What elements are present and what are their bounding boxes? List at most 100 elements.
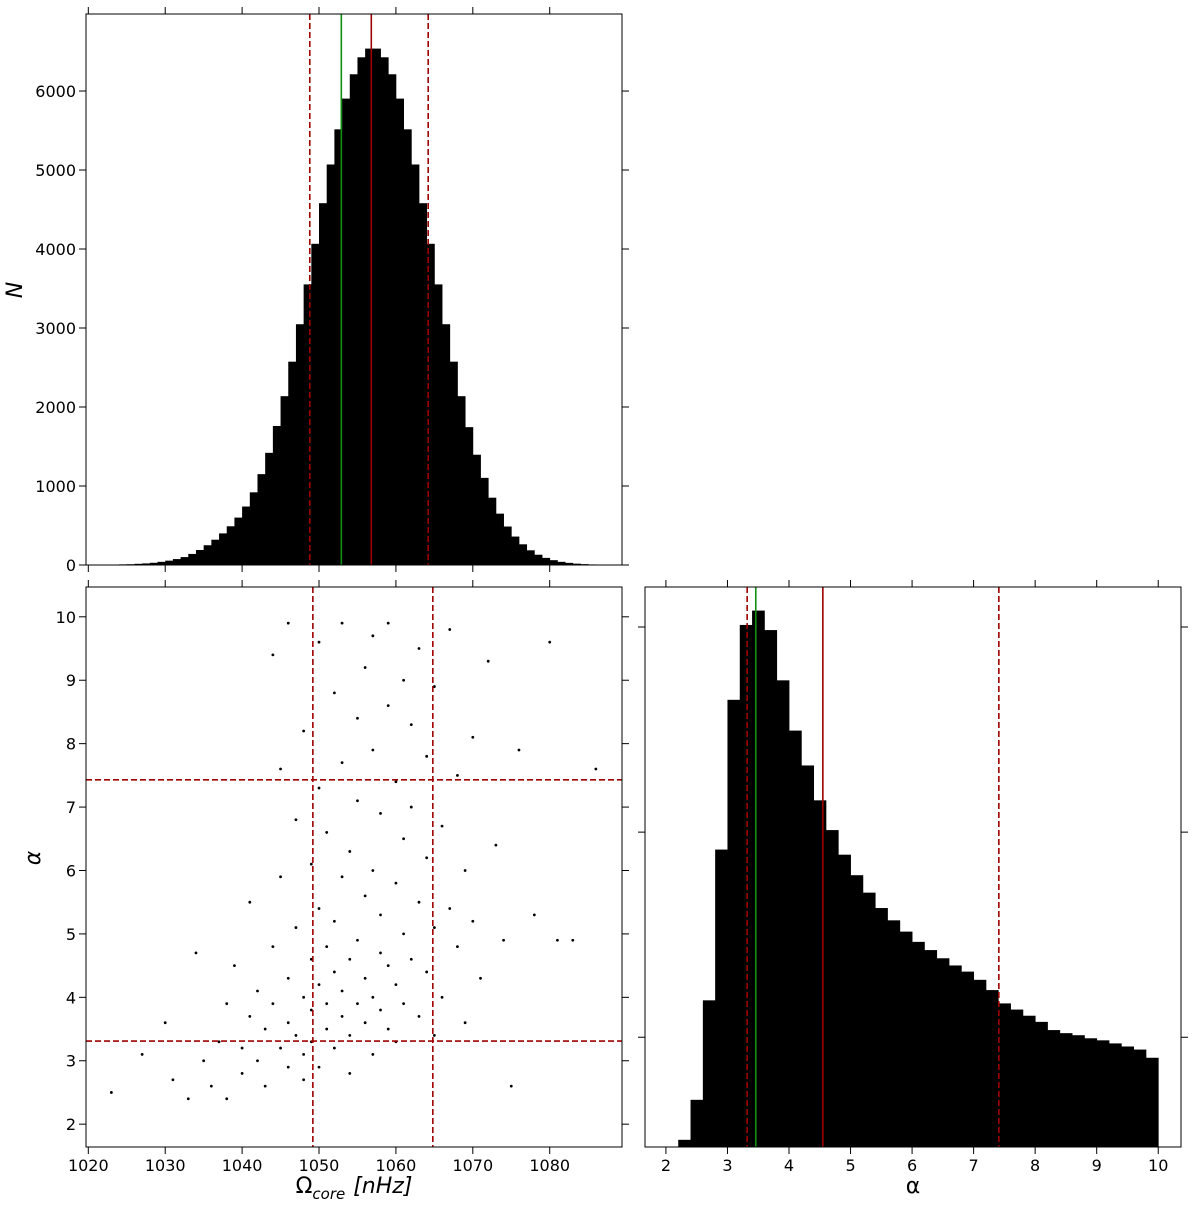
scatter-point [271, 1002, 274, 1005]
scatter-point [279, 875, 282, 878]
histogram-bar [373, 49, 381, 565]
histogram-bar [511, 537, 519, 565]
scatter-point [464, 869, 467, 872]
histogram-bar [227, 526, 235, 565]
x-tick-label: 3 [722, 1156, 732, 1175]
histogram-bar [838, 855, 851, 1147]
histogram-bar [764, 630, 777, 1147]
histogram-bar [887, 920, 900, 1147]
scatter-point [141, 1053, 144, 1056]
histogram-bar [851, 875, 864, 1147]
scatter-point [287, 622, 290, 625]
histogram-bar [504, 527, 512, 565]
x-tick-label: 7 [969, 1156, 979, 1175]
histogram-bar [1121, 1046, 1134, 1147]
scatter-point [187, 1097, 190, 1100]
scatter-point [518, 749, 521, 752]
scatter-point [225, 1097, 228, 1100]
scatter-point [494, 844, 497, 847]
y-tick-label: 3000 [35, 319, 76, 338]
histogram-bar [327, 164, 335, 565]
histogram-bar [678, 1140, 691, 1147]
scatter-point [379, 913, 382, 916]
histogram-bar [296, 324, 304, 565]
scatter-point [256, 990, 259, 993]
histogram-bar [1011, 1010, 1024, 1147]
x-label-symbol: Ω [296, 1174, 313, 1199]
histogram-bar [703, 1000, 716, 1147]
scatter-point [371, 869, 374, 872]
histogram-bar [961, 972, 974, 1147]
scatter-point [302, 996, 305, 999]
x-tick-label: 5 [845, 1156, 855, 1175]
scatter-point [571, 939, 574, 942]
scatter-point [348, 958, 351, 961]
scatter-point [333, 920, 336, 923]
x-tick-label: 1040 [222, 1156, 263, 1175]
scatter-point [302, 1078, 305, 1081]
y-tick-label: 10 [56, 608, 76, 627]
histogram-bar [1084, 1038, 1097, 1147]
histogram-bar [1035, 1022, 1048, 1147]
scatter-point [418, 1015, 421, 1018]
y-tick-label: 8 [66, 735, 76, 754]
histogram-bar [534, 555, 542, 565]
axes-frame [86, 587, 622, 1147]
scatter-point [433, 1034, 436, 1037]
histogram-bar [288, 362, 296, 565]
scatter-point [325, 945, 328, 948]
scatter-point [241, 1072, 244, 1075]
scatter-point [287, 1021, 290, 1024]
histogram-bar [740, 625, 753, 1147]
x-tick-label: 9 [1092, 1156, 1102, 1175]
histogram-bar [998, 1003, 1011, 1147]
scatter-point [464, 1021, 467, 1024]
scatter-point [364, 894, 367, 897]
histogram-bar [912, 942, 925, 1147]
scatter-point [356, 799, 359, 802]
scatter-point [341, 622, 344, 625]
histogram-bar [777, 680, 790, 1147]
scatter-point [502, 939, 505, 942]
histogram-bar [986, 990, 999, 1147]
histogram-bar [1060, 1033, 1073, 1147]
scatter-point [356, 717, 359, 720]
scatter-point [471, 736, 474, 739]
histogram-bar [496, 514, 504, 565]
histogram-bar [715, 850, 728, 1147]
scatter-point [533, 913, 536, 916]
scatter-point [318, 983, 321, 986]
scatter-point [248, 901, 251, 904]
scatter-point [356, 1002, 359, 1005]
histogram-bar [381, 57, 389, 565]
scatter-point [233, 964, 236, 967]
x-tick-label: 10 [1148, 1156, 1168, 1175]
scatter-point [471, 920, 474, 923]
x-tick-label: 8 [1030, 1156, 1040, 1175]
x-tick-label: 1070 [452, 1156, 493, 1175]
histogram-bar [242, 507, 250, 565]
scatter-point [264, 1085, 267, 1088]
histogram-bar [727, 700, 740, 1147]
scatter-point [302, 1053, 305, 1056]
histogram-bar [924, 950, 937, 1147]
x-axis-label: α [906, 1174, 921, 1199]
x-tick-label: 2 [661, 1156, 671, 1175]
scatter-point [433, 926, 436, 929]
histogram-bar [488, 498, 496, 565]
scatter-point [348, 850, 351, 853]
histogram-bar [173, 559, 181, 565]
scatter-point [379, 1009, 382, 1012]
scatter-point [318, 907, 321, 910]
scatter-point [441, 996, 444, 999]
y-tick-label: 4000 [35, 240, 76, 259]
histogram-bar [473, 455, 481, 565]
scatter-point [487, 660, 490, 663]
histogram-bar [465, 427, 473, 565]
y-tick-label: 9 [66, 671, 76, 690]
scatter-point [348, 1072, 351, 1075]
scatter-point [402, 837, 405, 840]
scatter-point [341, 1015, 344, 1018]
scatter-point [456, 945, 459, 948]
scatter-point [241, 1047, 244, 1050]
